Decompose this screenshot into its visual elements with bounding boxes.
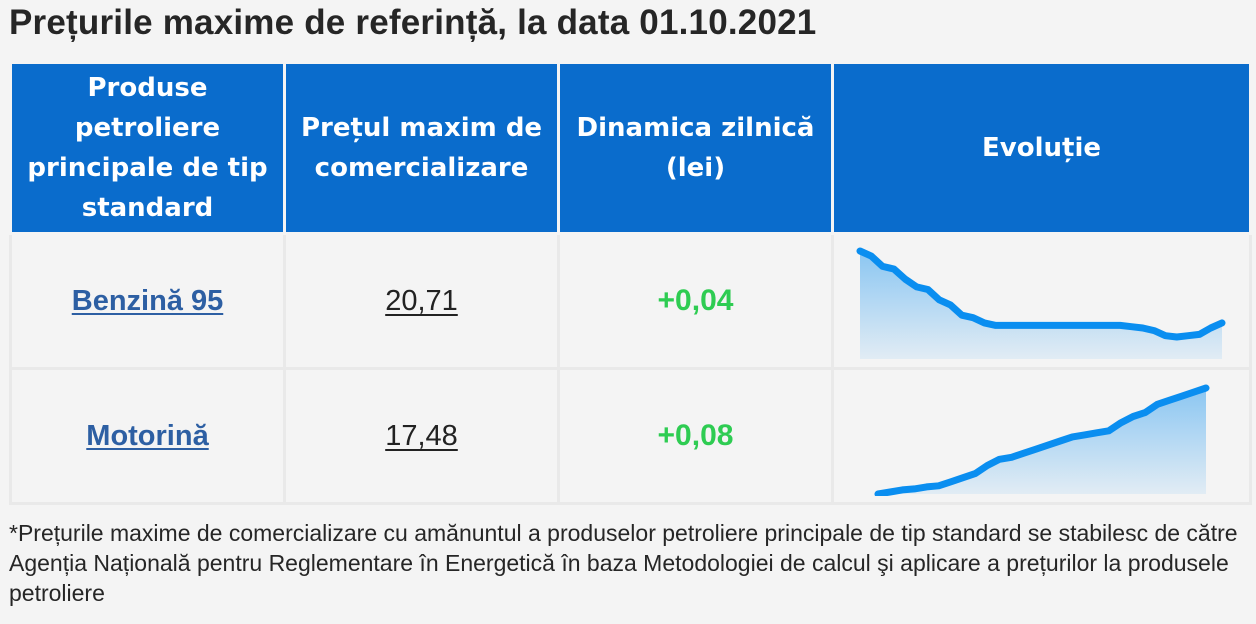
- table-row: Benzină 95 20,71 +0,04: [9, 232, 1252, 370]
- sparkline-area: [877, 388, 1206, 494]
- price-cell: 17,48: [283, 367, 560, 505]
- price-value[interactable]: 17,48: [385, 419, 458, 452]
- header-daily-change: Dinamica zilnică (lei): [557, 61, 834, 235]
- header-product: Produse petroliere principale de tip sta…: [9, 61, 286, 235]
- product-link-benzina-95[interactable]: Benzină 95: [71, 284, 224, 317]
- daily-change-value: +0,08: [657, 419, 734, 452]
- product-cell: Benzină 95: [9, 232, 286, 370]
- price-value[interactable]: 20,71: [385, 284, 458, 317]
- evolution-cell: [831, 232, 1252, 370]
- table-row: Motorină 17,48 +0,08: [9, 367, 1252, 505]
- delta-cell: +0,04: [557, 232, 834, 370]
- page-title: Prețurile maxime de referință, la data 0…: [9, 3, 817, 42]
- delta-cell: +0,08: [557, 367, 834, 505]
- prices-table: Produse petroliere principale de tip sta…: [9, 61, 1252, 505]
- sparkline-line: [874, 384, 1209, 496]
- daily-change-value: +0,04: [657, 284, 734, 317]
- footnote: *Prețurile maxime de comercializare cu a…: [9, 520, 1238, 606]
- table-header-row: Produse petroliere principale de tip sta…: [9, 61, 1252, 235]
- header-max-price: Prețul maxim de comercializare: [283, 61, 560, 235]
- price-cell: 20,71: [283, 232, 560, 370]
- product-link-motorina[interactable]: Motorină: [86, 419, 209, 452]
- header-evolution: Evoluție: [831, 61, 1252, 235]
- sparkline-area: [859, 251, 1222, 359]
- evolution-sparkline-benzina: [856, 247, 1225, 359]
- sparkline-line: [856, 247, 1225, 341]
- product-cell: Motorină: [9, 367, 286, 505]
- evolution-sparkline-motorina: [874, 384, 1209, 496]
- evolution-cell: [831, 367, 1252, 505]
